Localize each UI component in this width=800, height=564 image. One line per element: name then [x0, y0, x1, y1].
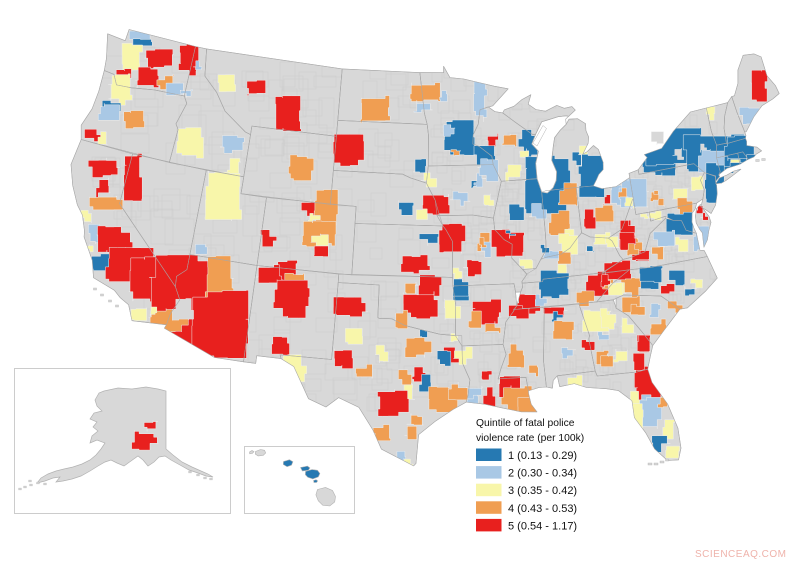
- svg-text:5 (0.54 - 1.17): 5 (0.54 - 1.17): [508, 520, 577, 532]
- svg-text:3 (0.35 - 0.42): 3 (0.35 - 0.42): [508, 485, 577, 497]
- svg-text:2 (0.30 - 0.34): 2 (0.30 - 0.34): [508, 468, 577, 480]
- svg-text:Quintile of fatal police: Quintile of fatal police: [476, 418, 575, 429]
- svg-text:1 (0.13 - 0.29): 1 (0.13 - 0.29): [508, 450, 577, 462]
- svg-text:violence rate (per 100k): violence rate (per 100k): [476, 433, 584, 444]
- svg-text:4 (0.43 - 0.53): 4 (0.43 - 0.53): [508, 503, 577, 515]
- svg-text:SCIENCEAQ.COM: SCIENCEAQ.COM: [695, 549, 787, 560]
